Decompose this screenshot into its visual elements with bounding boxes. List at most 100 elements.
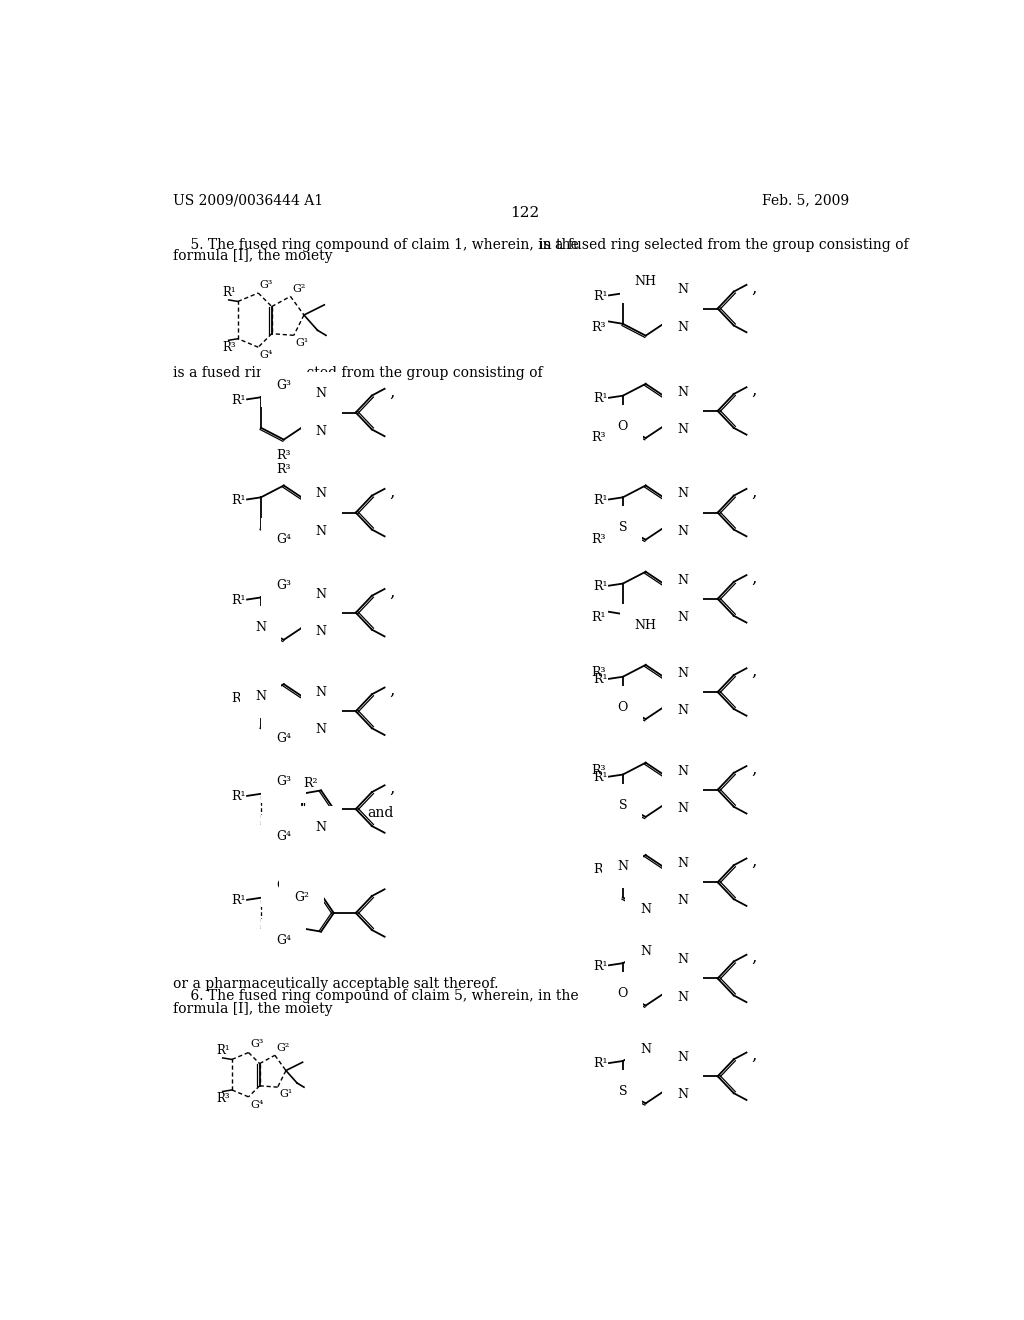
Text: S: S (618, 521, 627, 535)
Text: ,: , (751, 760, 757, 777)
Text: N: N (255, 622, 266, 635)
Text: R¹: R¹ (593, 863, 607, 876)
Text: G³: G³ (276, 579, 291, 593)
Text: R³: R³ (592, 533, 606, 546)
Text: R¹: R¹ (593, 1057, 607, 1071)
Text: ,: , (389, 383, 394, 400)
Text: G⁴: G⁴ (276, 830, 291, 842)
Text: ,: , (389, 682, 394, 700)
Text: is a fused ring selected from the group consisting of: is a fused ring selected from the group … (539, 238, 908, 252)
Text: or a pharmaceutically acceptable salt thereof.: or a pharmaceutically acceptable salt th… (173, 977, 499, 991)
Text: R¹: R¹ (593, 289, 607, 302)
Text: N: N (678, 487, 688, 500)
Text: N: N (678, 611, 688, 624)
Text: R¹: R¹ (231, 791, 246, 803)
Text: G¹: G¹ (280, 1089, 293, 1100)
Text: and: and (367, 807, 393, 820)
Text: N: N (678, 284, 688, 297)
Text: N: N (315, 425, 327, 438)
Text: R³: R³ (592, 321, 606, 334)
Text: G²: G² (294, 891, 309, 904)
Text: ,: , (751, 483, 757, 500)
Text: R³: R³ (592, 764, 606, 777)
Text: formula [I], the moiety: formula [I], the moiety (173, 249, 333, 263)
Text: N: N (315, 821, 327, 834)
Text: R²: R² (303, 776, 317, 789)
Text: N: N (678, 764, 688, 777)
Text: R¹: R¹ (231, 594, 246, 607)
Text: S: S (618, 1085, 627, 1098)
Text: R¹: R¹ (216, 1044, 229, 1057)
Text: R¹: R¹ (222, 286, 236, 300)
Text: N: N (315, 723, 327, 737)
Text: R¹: R¹ (593, 673, 607, 686)
Text: N: N (678, 1089, 688, 1101)
Text: N: N (678, 574, 688, 586)
Text: N: N (678, 895, 688, 907)
Text: ,: , (751, 663, 757, 680)
Text: R¹: R¹ (592, 611, 606, 624)
Text: ,: , (389, 483, 394, 500)
Text: N: N (678, 953, 688, 966)
Text: NH: NH (635, 619, 656, 632)
Text: Feb. 5, 2009: Feb. 5, 2009 (762, 193, 849, 207)
Text: R³: R³ (592, 667, 606, 680)
Text: R³: R³ (276, 449, 291, 462)
Text: G⁴: G⁴ (276, 933, 291, 946)
Text: N: N (678, 704, 688, 717)
Text: ,: , (751, 949, 757, 966)
Text: ,: , (751, 280, 757, 297)
Text: N: N (315, 487, 327, 500)
Text: N: N (678, 857, 688, 870)
Text: ,: , (751, 570, 757, 586)
Text: R³: R³ (222, 341, 236, 354)
Text: ,: , (751, 381, 757, 399)
Text: O: O (617, 420, 628, 433)
Text: R³: R³ (592, 432, 606, 445)
Text: R¹: R¹ (593, 960, 607, 973)
Text: N: N (678, 990, 688, 1003)
Text: US 2009/0036444 A1: US 2009/0036444 A1 (173, 193, 323, 207)
Text: G³: G³ (276, 775, 291, 788)
Text: S: S (618, 799, 627, 812)
Text: N: N (678, 803, 688, 814)
Text: N: N (678, 424, 688, 436)
Text: N: N (640, 903, 651, 916)
Text: ,: , (389, 583, 394, 601)
Text: ,: , (389, 780, 394, 797)
Text: R¹: R¹ (593, 392, 607, 405)
Text: G³: G³ (260, 280, 273, 290)
Text: G³: G³ (250, 1039, 263, 1049)
Text: N: N (315, 624, 327, 638)
Text: ,: , (751, 1047, 757, 1064)
Text: G⁴: G⁴ (250, 1100, 263, 1110)
Text: N: N (678, 667, 688, 680)
Text: N: N (315, 387, 327, 400)
Text: G¹: G¹ (295, 338, 308, 347)
Text: N: N (678, 525, 688, 537)
Text: N: N (640, 945, 651, 958)
Text: G³: G³ (276, 879, 291, 892)
Text: O: O (617, 987, 628, 1001)
Text: G³: G³ (276, 379, 291, 392)
Text: R¹: R¹ (231, 693, 246, 705)
Text: formula [I], the moiety: formula [I], the moiety (173, 1002, 333, 1015)
Text: N: N (315, 686, 327, 700)
Text: is a fused ring selected from the group consisting of: is a fused ring selected from the group … (173, 367, 543, 380)
Text: 122: 122 (510, 206, 540, 220)
Text: NH: NH (635, 275, 656, 288)
Text: G⁴: G⁴ (260, 350, 273, 360)
Text: ,: , (751, 853, 757, 870)
Text: N: N (617, 861, 629, 874)
Text: G⁴: G⁴ (276, 731, 291, 744)
Text: N: N (315, 525, 327, 537)
Text: N: N (315, 587, 327, 601)
Text: N: N (678, 1051, 688, 1064)
Text: R¹: R¹ (231, 494, 246, 507)
Text: G²: G² (292, 284, 305, 294)
Text: G⁴: G⁴ (276, 533, 291, 546)
Text: N: N (640, 1043, 651, 1056)
Text: R¹: R¹ (593, 771, 607, 784)
Text: R¹: R¹ (231, 393, 246, 407)
Text: R³: R³ (216, 1092, 229, 1105)
